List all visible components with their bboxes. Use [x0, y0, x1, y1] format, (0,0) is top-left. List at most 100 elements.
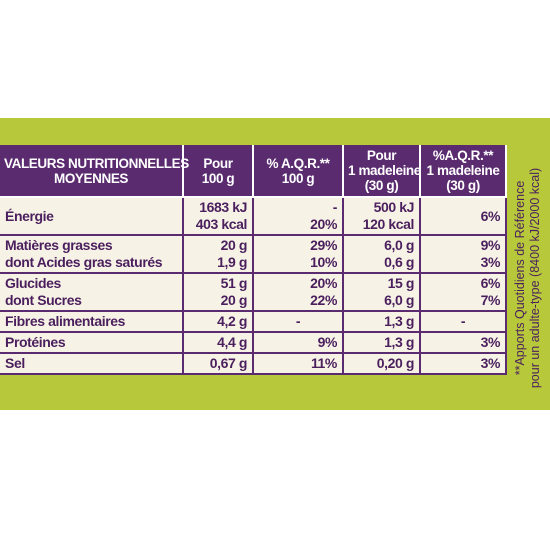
cell-text: 20 g [220, 237, 248, 253]
footnote: **Apports Quotidiens de Référence pour un… [513, 168, 543, 388]
nutrient-value: 4,2 g [182, 310, 254, 333]
nutrient-row: Glucides dont Sucres 51 g 20 g 20% 22% 15 g 6,0… [0, 272, 507, 312]
cell-text: Énergie [5, 207, 54, 224]
header-text: VALEURS NUTRITIONNELLES [4, 155, 189, 171]
cell-text: 7% [480, 292, 501, 308]
header-text: (30 g) [446, 178, 480, 193]
header-text: %A.Q.R.** [432, 148, 494, 163]
nutrient-value: 9% 3% [419, 234, 507, 274]
cell-text: Matières grasses [5, 237, 113, 253]
header-cell: % A.Q.R.** 100 g [252, 145, 344, 198]
cell-text: - [460, 313, 466, 329]
header-text: MOYENNES [53, 170, 129, 186]
header-text: 1 madeleine [426, 163, 500, 178]
nutrient-row: Sel 0,67 g 11% 0,20 g 3% [0, 352, 507, 375]
nutrient-row: Énergie 1683 kJ 403 kcal -20% 500 kJ 120 kcal… [0, 196, 507, 236]
cell-text: 1683 kJ [199, 199, 247, 215]
nutrient-value: 500 kJ 120 kcal [342, 196, 421, 236]
header-text: Pour [366, 148, 397, 163]
cell-text: 9% [480, 237, 501, 253]
cell-text: 29% [310, 237, 337, 253]
header-cell: %A.Q.R.** 1 madeleine (30 g) [419, 145, 507, 198]
header-text: (30 g) [364, 178, 399, 193]
nutrient-name: Sel [0, 352, 184, 375]
nutrient-name: Énergie [0, 196, 184, 236]
cell-text: 3% [480, 334, 501, 350]
header-text: 100 g [281, 170, 315, 186]
nutrient-row: Matières grasses dont Acides gras saturés… [0, 234, 507, 274]
header-text: Pour [203, 155, 233, 171]
cell-text: - [332, 199, 338, 215]
cell-text: 51 g [220, 275, 248, 291]
nutrient-row: Protéines 4,4 g 9% 1,3 g 3% [0, 331, 507, 354]
header-text: % A.Q.R.** [266, 155, 330, 171]
nutrient-value: 3% [419, 352, 507, 375]
cell-text: 20 g [220, 292, 248, 308]
nutrient-value: - [419, 310, 507, 333]
nutrient-value: 20% 22% [252, 272, 344, 312]
nutrient-value: 6% 7% [419, 272, 507, 312]
cell-text: 6% [480, 207, 501, 224]
nutrient-value: 15 g 6,0 g [342, 272, 421, 312]
cell-text: 10% [310, 254, 337, 270]
nutrition-table: VALEURS NUTRITIONNELLES MOYENNES Pour 100 g… [0, 145, 507, 375]
nutrient-name: Glucides dont Sucres [0, 272, 184, 312]
nutrient-value: 1,3 g [342, 331, 421, 354]
header-row: VALEURS NUTRITIONNELLES MOYENNES Pour 100 g… [0, 145, 507, 198]
cell-text: dont Sucres [5, 292, 82, 308]
nutrient-value: -20% [252, 196, 344, 236]
cell-text: Glucides [5, 275, 61, 291]
header-text: 100 g [201, 170, 235, 186]
cell-text: 3% [480, 254, 501, 270]
cell-text: 3% [480, 355, 501, 371]
header-cell: VALEURS NUTRITIONNELLES MOYENNES [0, 145, 189, 198]
nutrient-value: 4,4 g [182, 331, 254, 354]
cell-text: 120 kcal [362, 216, 415, 232]
nutrient-value: 1,3 g [342, 310, 421, 333]
cell-text: 1,3 g [384, 313, 414, 329]
nutrient-value: 1683 kJ 403 kcal [182, 196, 254, 236]
cell-text: 20% [310, 275, 337, 291]
cell-text: 6,0 g [384, 292, 414, 308]
nutrient-value: 11% [252, 352, 344, 375]
cell-text: 6% [480, 275, 501, 291]
cell-text: Protéines [5, 334, 66, 350]
nutrient-value: 29% 10% [252, 234, 344, 274]
cell-text: 1,3 g [384, 334, 414, 350]
cell-text: 4,4 g [217, 334, 247, 350]
nutrient-value: 9% [252, 331, 344, 354]
cell-text: 6,0 g [384, 237, 414, 253]
cell-text: Fibres alimentaires [5, 313, 126, 329]
cell-text: 0,6 g [384, 254, 414, 270]
cell-text: 22% [310, 292, 337, 308]
header-cell: Pour 1 madeleine (30 g) [342, 145, 421, 198]
cell-text: dont Acides gras saturés [5, 254, 163, 270]
nutrient-value: 6,0 g 0,6 g [342, 234, 421, 274]
cell-text: 20% [310, 216, 337, 232]
header-text: 1 madeleine [348, 163, 421, 178]
cell-text: 9% [317, 334, 338, 350]
nutrient-name: Fibres alimentaires [0, 310, 184, 333]
cell-text: Sel [5, 355, 25, 371]
nutrient-value: 6% [419, 196, 507, 236]
nutrient-value: 0,67 g [182, 352, 254, 375]
nutrient-value: 0,20 g [342, 352, 421, 375]
cell-text: 4,2 g [217, 313, 247, 329]
cell-text: 403 kcal [195, 216, 248, 232]
nutrient-value: 51 g 20 g [182, 272, 254, 312]
cell-text: 1,9 g [217, 254, 247, 270]
nutrient-name: Matières grasses dont Acides gras saturés [0, 234, 184, 274]
cell-text: - [295, 313, 301, 329]
footnote-text: pour un adulte-type (8400 kJ/2000 kcal) [528, 167, 542, 389]
cell-text: 11% [310, 355, 337, 371]
cell-text: 0,67 g [209, 355, 248, 371]
nutrient-row: Fibres alimentaires 4,2 g - 1,3 g - [0, 310, 507, 333]
cell-text: 15 g [387, 275, 415, 291]
nutrient-value: 20 g 1,9 g [182, 234, 254, 274]
nutrient-value: - [252, 310, 344, 333]
nutrient-value: 3% [419, 331, 507, 354]
nutrient-name: Protéines [0, 331, 184, 354]
footnote-text: **Apports Quotidiens de Référence [513, 180, 527, 376]
cell-text: 500 kJ [373, 199, 415, 215]
